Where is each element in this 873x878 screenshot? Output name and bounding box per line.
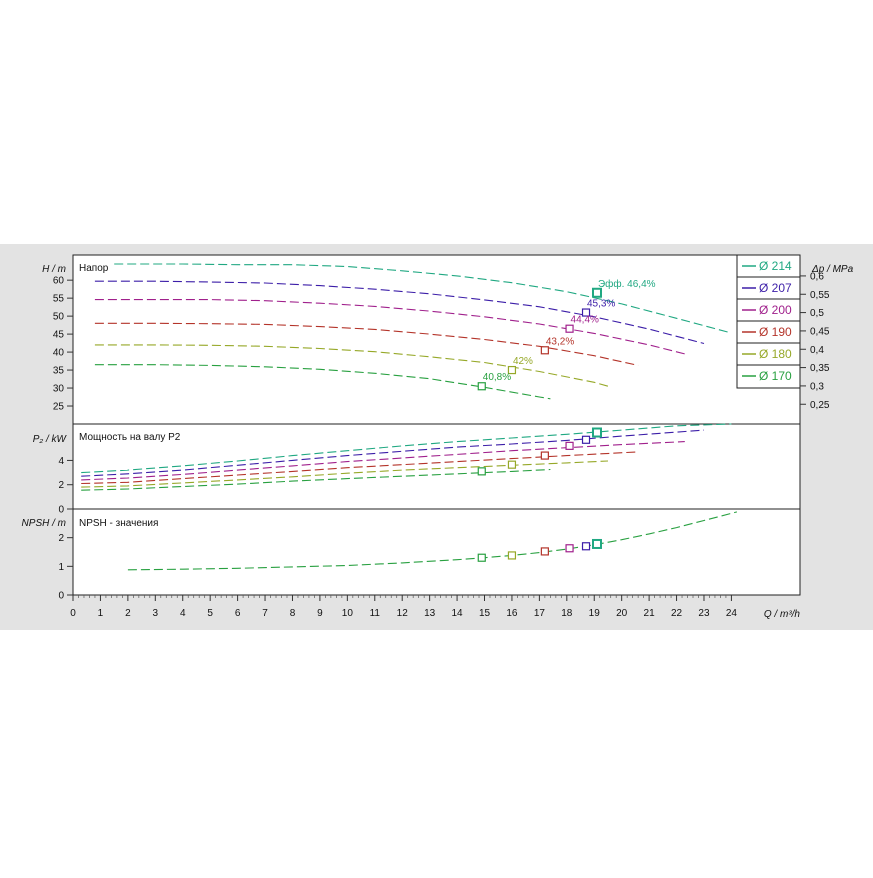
x-tick-label: 3 — [153, 608, 159, 619]
panel-title-head: Напор — [79, 263, 109, 274]
npsh-duty-point-marker — [565, 544, 574, 553]
duty-point-marker — [565, 441, 574, 450]
y-tick-label: 2 — [58, 533, 64, 544]
x-tick-label: 22 — [671, 608, 683, 619]
npsh-duty-point-marker — [477, 553, 486, 562]
y-tick-label: 45 — [53, 330, 65, 341]
x-tick-label: 11 — [370, 608, 381, 619]
duty-point-marker — [540, 346, 549, 355]
x-tick-label: 12 — [397, 608, 409, 619]
y-tick-label: 0 — [58, 591, 64, 602]
y-tick-label: 0 — [58, 505, 64, 516]
legend-entry-label: Ø 214 — [759, 259, 792, 273]
duty-point-marker — [565, 324, 574, 333]
y2-tick-label: 0,3 — [810, 381, 824, 392]
y-tick-label: 4 — [58, 456, 64, 467]
y-tick-label: 1 — [58, 562, 64, 573]
curve-1-series — [81, 429, 705, 477]
curve-1-series — [81, 460, 609, 488]
x-tick-label: 7 — [262, 608, 268, 619]
x-tick-label: 0 — [70, 608, 76, 619]
y2-tick-label: 0,5 — [810, 308, 824, 319]
npsh-duty-point-marker — [540, 547, 549, 556]
curve-0-series — [114, 263, 729, 333]
duty-point-marker — [477, 467, 486, 476]
x-tick-label: 15 — [479, 608, 491, 619]
x-tick-label: 1 — [98, 608, 104, 619]
ylabel-npsh: NPSH / m — [22, 518, 66, 529]
y-tick-label: 50 — [53, 312, 65, 323]
legend-entry-label: Ø 200 — [759, 303, 792, 317]
legend-entry-label: Ø 190 — [759, 325, 792, 339]
x-tick-label: 19 — [589, 608, 601, 619]
y-tick-label: 35 — [53, 366, 65, 377]
duty-point-marker — [581, 435, 591, 444]
x-tick-label: 13 — [424, 608, 436, 619]
curve-0-series — [94, 364, 551, 400]
y-tick-label: 60 — [53, 276, 65, 287]
curve-0-series — [94, 322, 639, 366]
y2-tick-label: 0,55 — [810, 290, 830, 301]
y2-tick-label: 0,4 — [810, 345, 824, 356]
x-tick-label: 23 — [698, 608, 710, 619]
x-tick-label: 10 — [342, 608, 354, 619]
duty-point-marker — [507, 365, 517, 375]
npsh-duty-point-marker — [581, 542, 591, 551]
curve-0-series — [94, 299, 685, 355]
x-tick-label: 20 — [616, 608, 628, 619]
y2-tick-label: 0,25 — [810, 400, 830, 411]
curve-1-series — [81, 441, 685, 481]
y-tick-label: 25 — [53, 402, 65, 413]
efficiency-label: 40,8% — [483, 372, 511, 383]
x-tick-label: 21 — [644, 608, 656, 619]
x-tick-label: 6 — [235, 608, 241, 619]
duty-point-marker — [477, 382, 486, 391]
efficiency-label: 45,3% — [587, 299, 615, 310]
x-tick-label: 17 — [534, 608, 546, 619]
legend-entry-label: Ø 207 — [759, 281, 792, 295]
y-tick-label: 30 — [53, 384, 65, 395]
duty-point-marker — [591, 427, 602, 438]
x-tick-label: 16 — [506, 608, 518, 619]
efficiency-label: 43,2% — [546, 336, 574, 347]
npsh-duty-point-marker — [507, 551, 517, 560]
curve-1-series — [81, 451, 639, 485]
y2-tick-label: 0,45 — [810, 326, 830, 337]
y2-tick-label: 0,6 — [810, 271, 824, 282]
y2label-pressure: Δp / MPa — [811, 264, 854, 275]
duty-point-marker — [591, 287, 602, 298]
x-tick-label: 14 — [452, 608, 464, 619]
x-tick-label: 5 — [207, 608, 213, 619]
y2-tick-label: 0,35 — [810, 363, 830, 374]
x-tick-label: 18 — [561, 608, 573, 619]
npsh-duty-point-marker — [591, 538, 602, 549]
duty-point-marker — [507, 460, 517, 469]
panel-title-npsh: NPSH - значения — [79, 518, 158, 529]
legend-entry-label: Ø 180 — [759, 347, 792, 361]
legend-entry-label: Ø 170 — [759, 369, 792, 383]
y-tick-label: 55 — [53, 294, 65, 305]
ylabel-power: P₂ / kW — [33, 434, 68, 445]
curve-0-series — [94, 344, 609, 387]
y-tick-label: 40 — [53, 348, 65, 359]
efficiency-label: 42% — [513, 356, 533, 367]
efficiency-label: Эфф. 46,4% — [598, 278, 656, 290]
x-tick-label: 2 — [125, 608, 131, 619]
curve-0-series — [94, 280, 705, 345]
x-tick-label: 24 — [726, 608, 738, 619]
x-tick-label: 4 — [180, 608, 186, 619]
x-tick-label: 9 — [317, 608, 323, 619]
duty-point-marker — [540, 451, 549, 460]
xlabel: Q / m³/h — [764, 609, 801, 620]
panel-title-power: Мощность на валу P2 — [79, 432, 181, 443]
ylabel-head: H / m — [42, 264, 66, 275]
x-tick-label: 8 — [290, 608, 296, 619]
y-tick-label: 2 — [58, 480, 64, 491]
duty-point-marker — [581, 308, 591, 317]
efficiency-label: 44,4% — [571, 315, 599, 326]
